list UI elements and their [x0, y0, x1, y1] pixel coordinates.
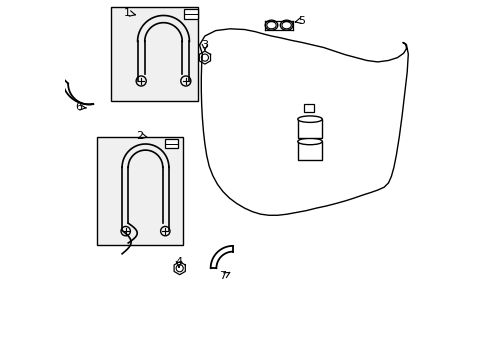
Ellipse shape — [297, 116, 322, 122]
Ellipse shape — [280, 20, 292, 30]
Text: 4: 4 — [175, 257, 182, 267]
Text: 5: 5 — [297, 16, 304, 26]
Text: 7: 7 — [218, 271, 225, 282]
Ellipse shape — [297, 138, 322, 145]
Text: 1: 1 — [124, 8, 131, 18]
Ellipse shape — [282, 22, 291, 29]
FancyBboxPatch shape — [111, 7, 197, 101]
FancyBboxPatch shape — [183, 9, 198, 19]
FancyBboxPatch shape — [164, 139, 178, 148]
FancyBboxPatch shape — [303, 104, 313, 112]
Ellipse shape — [266, 22, 276, 29]
FancyBboxPatch shape — [297, 119, 322, 138]
FancyBboxPatch shape — [297, 141, 322, 160]
FancyBboxPatch shape — [97, 137, 183, 245]
Text: 3: 3 — [201, 40, 208, 50]
Text: 2: 2 — [136, 131, 142, 141]
Text: 6: 6 — [75, 102, 82, 112]
Ellipse shape — [264, 20, 277, 30]
